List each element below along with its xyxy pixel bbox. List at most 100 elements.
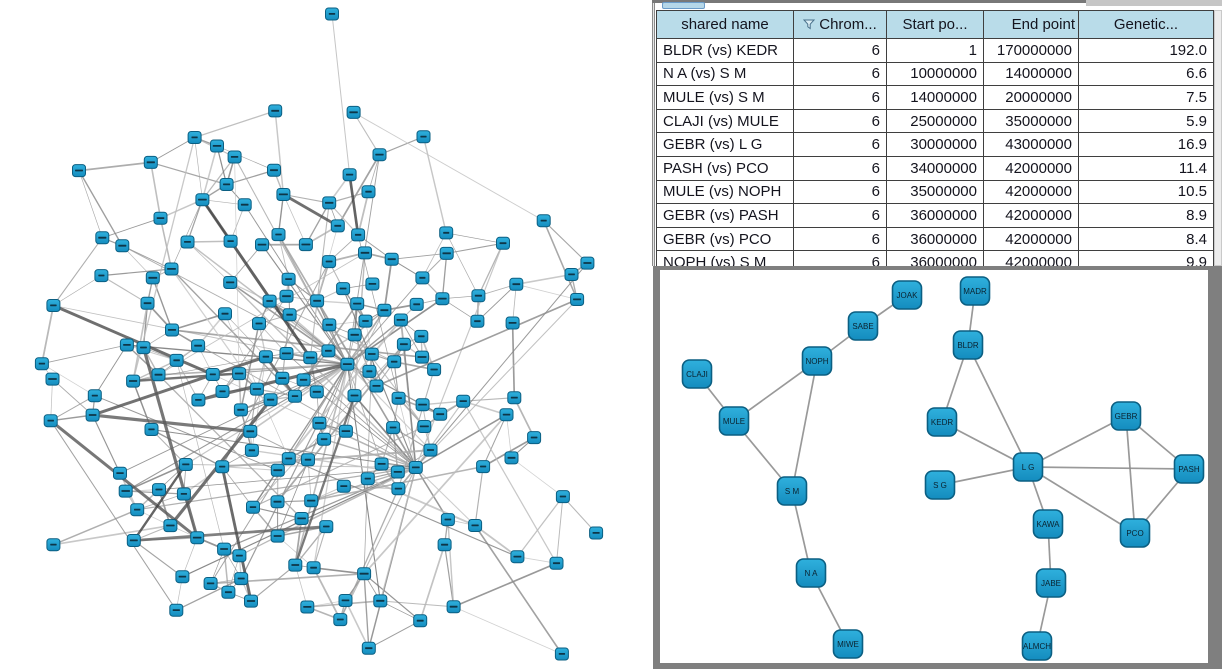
graph-node[interactable] — [304, 494, 319, 508]
graph-node[interactable] — [223, 276, 238, 289]
graph-node[interactable] — [336, 479, 351, 493]
graph-node[interactable] — [393, 313, 408, 327]
graph-node[interactable] — [435, 292, 450, 306]
graph-node[interactable] — [360, 472, 375, 486]
graph-node[interactable] — [471, 289, 486, 303]
graph-node[interactable] — [151, 368, 166, 382]
table-row[interactable]: CLAJI (vs) MULE 6 25000000 35000000 5.9 — [657, 109, 1213, 134]
graph-node[interactable] — [187, 131, 202, 144]
graph-node[interactable] — [330, 219, 345, 233]
graph-node[interactable] — [509, 277, 524, 291]
graph-node[interactable] — [118, 484, 133, 498]
graph-node[interactable] — [288, 558, 303, 572]
graph-node[interactable] — [262, 294, 277, 308]
graph-node[interactable] — [164, 262, 179, 276]
graph-node[interactable] — [249, 382, 264, 396]
graph-node[interactable] — [322, 196, 337, 210]
graph-node-joak[interactable]: JOAK — [891, 280, 923, 310]
graph-node-s-g[interactable]: S G — [924, 470, 956, 500]
graph-node[interactable] — [221, 585, 236, 599]
graph-node[interactable] — [190, 531, 205, 545]
table-row[interactable]: GEBR (vs) PASH 6 36000000 42000000 8.9 — [657, 204, 1213, 228]
table-tab-sliver[interactable] — [662, 2, 705, 9]
graph-node[interactable] — [275, 371, 290, 385]
graph-node[interactable] — [414, 329, 429, 343]
graph-node[interactable] — [232, 549, 247, 563]
graph-node[interactable] — [163, 519, 178, 533]
graph-node[interactable] — [246, 500, 260, 514]
graph-node[interactable] — [415, 350, 429, 364]
graph-node[interactable] — [270, 463, 285, 477]
graph-node[interactable] — [446, 600, 461, 614]
graph-node[interactable] — [252, 317, 266, 331]
graph-node[interactable] — [365, 277, 380, 291]
graph-node[interactable] — [270, 495, 285, 509]
graph-node[interactable] — [413, 614, 428, 628]
graph-node[interactable] — [496, 236, 510, 250]
graph-node[interactable] — [499, 408, 514, 422]
graph-node[interactable] — [169, 353, 184, 367]
graph-node[interactable] — [342, 168, 357, 182]
graph-node-pash[interactable]: PASH — [1173, 454, 1205, 484]
graph-node[interactable] — [357, 567, 372, 581]
graph-node[interactable] — [191, 339, 206, 353]
graph-node[interactable] — [95, 231, 110, 245]
graph-edge-noph-s-m[interactable] — [791, 360, 818, 492]
graph-node[interactable] — [234, 572, 249, 586]
column-header-shared-name[interactable]: shared name — [657, 11, 794, 38]
graph-edge-gebr-pco[interactable] — [1125, 415, 1136, 534]
graph-node[interactable] — [390, 465, 405, 479]
filter-icon[interactable] — [803, 19, 816, 30]
graph-node[interactable] — [580, 256, 595, 270]
graph-node[interactable] — [279, 347, 294, 360]
graph-node[interactable] — [263, 393, 278, 407]
graph-node[interactable] — [476, 460, 491, 474]
column-header-chromosome[interactable]: Chrom... — [794, 11, 887, 38]
graph-node[interactable] — [340, 357, 355, 371]
graph-node[interactable] — [440, 513, 455, 527]
graph-node[interactable] — [176, 487, 191, 501]
graph-node-pco[interactable]: PCO — [1119, 518, 1151, 548]
graph-node[interactable] — [244, 443, 259, 457]
graph-node[interactable] — [217, 542, 232, 556]
graph-node[interactable] — [510, 550, 525, 564]
graph-node[interactable] — [152, 483, 166, 497]
graph-node[interactable] — [165, 323, 179, 337]
graph-node[interactable] — [322, 318, 337, 332]
graph-node[interactable] — [527, 431, 542, 445]
graph-node[interactable] — [338, 424, 353, 438]
graph-edge-bldr-l-g[interactable] — [967, 344, 1029, 468]
graph-node[interactable] — [504, 451, 519, 465]
table-row[interactable]: N A (vs) S M 6 10000000 14000000 6.6 — [657, 62, 1213, 87]
graph-node[interactable] — [387, 355, 402, 369]
graph-node-miwe[interactable]: MIWE — [832, 629, 864, 659]
graph-node-kawa[interactable]: KAWA — [1032, 509, 1064, 539]
graph-node[interactable] — [300, 600, 315, 614]
graph-node[interactable] — [589, 526, 604, 540]
graph-node[interactable] — [358, 246, 372, 260]
filtered-network-canvas[interactable]: MADR JOAK SABE BLDR NOPH CLAJI GEBR MULE KEDR L G… — [660, 270, 1208, 663]
graph-node[interactable] — [312, 416, 327, 430]
graph-node[interactable] — [415, 271, 430, 285]
graph-node[interactable] — [243, 424, 258, 438]
table-row[interactable]: GEBR (vs) L G 6 30000000 43000000 16.9 — [657, 133, 1213, 157]
graph-node-noph[interactable]: NOPH — [801, 346, 833, 376]
graph-node-gebr[interactable]: GEBR — [1110, 401, 1142, 431]
graph-node[interactable] — [417, 420, 432, 433]
graph-node[interactable] — [549, 556, 564, 570]
graph-node[interactable] — [276, 188, 291, 201]
graph-node-madr[interactable]: MADR — [959, 276, 991, 306]
graph-node[interactable] — [258, 350, 273, 364]
graph-node[interactable] — [336, 282, 351, 296]
graph-node[interactable] — [144, 423, 159, 436]
graph-node[interactable] — [153, 211, 168, 225]
graph-node[interactable] — [223, 234, 238, 248]
graph-node[interactable] — [350, 297, 365, 311]
graph-node[interactable] — [268, 104, 283, 118]
graph-node[interactable] — [507, 391, 522, 405]
graph-node[interactable] — [180, 235, 195, 249]
graph-node[interactable] — [505, 316, 520, 330]
graph-node[interactable] — [227, 150, 242, 164]
graph-node[interactable] — [322, 255, 337, 269]
graph-node[interactable] — [267, 163, 281, 177]
